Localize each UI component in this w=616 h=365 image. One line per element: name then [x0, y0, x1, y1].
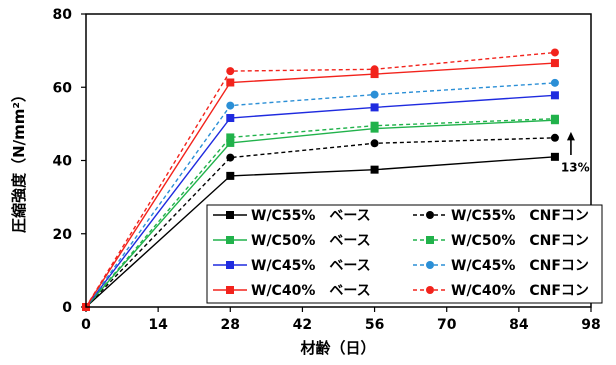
data-point: [370, 90, 379, 99]
legend-label: W/C50% CNFコン: [451, 233, 589, 249]
y-tick-label: 80: [53, 7, 73, 23]
x-tick-label: 0: [81, 317, 91, 333]
legend-item: W/C40% CNFコン: [413, 283, 589, 299]
legend-item: W/C45% ベース: [213, 258, 371, 274]
y-tick-label: 40: [53, 154, 73, 170]
legend-swatch-marker: [426, 261, 434, 269]
data-point: [226, 114, 235, 123]
x-tick-label: 28: [221, 317, 240, 333]
series-line: [85, 119, 555, 308]
data-point: [370, 139, 379, 148]
data-point: [550, 133, 559, 142]
y-tick-label: 60: [53, 80, 73, 96]
legend-swatch-marker: [226, 211, 234, 219]
x-axis-label: 材齢（日）: [300, 339, 375, 357]
y-tick-label: 20: [53, 227, 73, 243]
data-point: [550, 59, 559, 68]
data-point: [226, 101, 235, 110]
data-point: [226, 153, 235, 162]
data-point: [370, 65, 379, 74]
data-point: [370, 103, 379, 112]
increase-annotation: 13%: [561, 160, 590, 174]
data-point: [226, 133, 235, 142]
legend-item: W/C55% CNFコン: [413, 208, 589, 224]
legend-label: W/C55% CNFコン: [451, 208, 589, 224]
legend-label: W/C45% ベース: [251, 258, 371, 274]
axis-ticks: 0 14 28 42 56 70 84 98 0 20 40 60 80: [53, 7, 601, 333]
legend-item: W/C40% ベース: [213, 283, 371, 299]
series-line: [85, 94, 555, 308]
legend-label: W/C40% CNFコン: [451, 283, 589, 299]
data-point: [226, 78, 235, 87]
series-line: [85, 156, 555, 308]
legend-swatch-marker: [226, 261, 234, 269]
data-point: [550, 114, 559, 123]
series-line: [85, 137, 555, 308]
data-point: [226, 171, 235, 180]
x-tick-label: 70: [437, 317, 457, 333]
legend-box: [206, 204, 603, 304]
x-tick-label: 14: [148, 317, 168, 333]
x-tick-label: 84: [509, 317, 529, 333]
legend-label: W/C55% ベース: [251, 208, 371, 224]
x-tick-label: 98: [581, 317, 600, 333]
legend-item: W/C55% ベース: [213, 208, 371, 224]
series-line: [85, 62, 555, 308]
data-point: [370, 165, 379, 174]
plot-frame: [85, 13, 592, 308]
annotation-layer: 13%: [561, 131, 590, 174]
y-tick-label: 0: [62, 300, 72, 316]
legend-label: W/C45% CNFコン: [451, 258, 589, 274]
legend-swatch-marker: [226, 236, 234, 244]
legend: W/C55% ベース W/C55% CNFコン W/C50% ベース W/C50% C…: [206, 204, 603, 304]
data-point: [226, 138, 235, 147]
legend-label: W/C50% ベース: [251, 233, 371, 249]
series-7: [82, 48, 559, 311]
series-line: [85, 118, 555, 308]
data-point: [550, 48, 559, 57]
legend-swatch-marker: [426, 236, 434, 244]
data-point: [550, 91, 559, 100]
y-axis-label: 圧縮強度（N/mm²）: [10, 87, 28, 233]
legend-item: W/C50% CNFコン: [413, 233, 589, 249]
increase-arrow-head: [566, 131, 575, 141]
data-point: [550, 78, 559, 87]
legend-label: W/C40% ベース: [251, 283, 371, 299]
data-point: [370, 70, 379, 79]
data-point: [550, 152, 559, 161]
legend-item: W/C45% CNFコン: [413, 258, 589, 274]
series-line: [85, 51, 555, 308]
legend-swatch-marker: [226, 286, 234, 294]
legend-swatch-marker: [426, 211, 434, 219]
x-tick-label: 42: [293, 317, 312, 333]
data-point: [226, 67, 235, 76]
legend-item: W/C50% ベース: [213, 233, 371, 249]
x-tick-label: 56: [365, 317, 384, 333]
legend-swatch-marker: [426, 286, 434, 294]
data-point: [370, 121, 379, 130]
